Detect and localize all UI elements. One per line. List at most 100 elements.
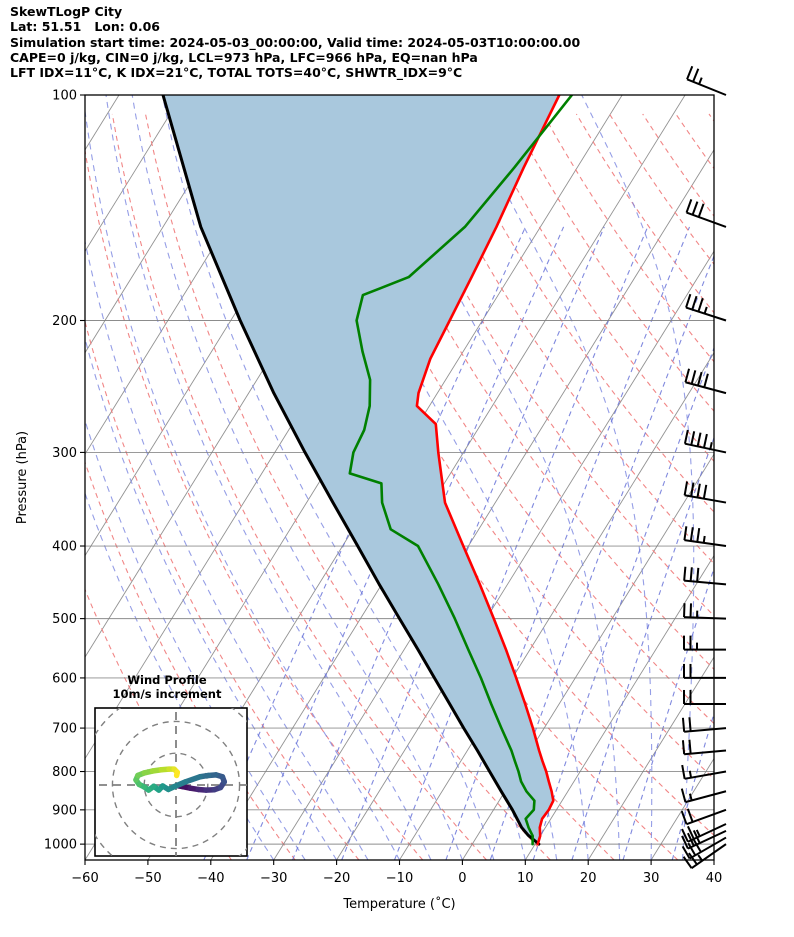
isotherm-line	[85, 95, 246, 354]
barb-full	[703, 433, 708, 448]
isotherm-line	[336, 250, 714, 860]
barb-full	[688, 852, 698, 866]
barb-full	[681, 717, 686, 732]
wind-barb	[683, 663, 726, 679]
x-tick-label: −40	[197, 871, 224, 886]
header-indices-2: LFT IDX=11°C, K IDX=21°C, TOTAL TOTS=40°…	[10, 65, 463, 81]
y-tick-label: 400	[52, 540, 77, 555]
dry-adiabat-line	[642, 113, 714, 218]
barb-shaft	[687, 829, 727, 850]
isotherm-line	[524, 554, 714, 860]
moist-adiabat-line	[85, 107, 400, 860]
moist-adiabat-line	[713, 853, 714, 860]
header-times: Simulation start time: 2024-05-03_00:00:…	[10, 34, 581, 50]
x-axis-label: Temperature (˚C)	[342, 896, 455, 912]
barb-full	[692, 68, 700, 83]
barb-shaft	[684, 494, 727, 504]
wind-barb	[680, 808, 727, 826]
wind-barb	[683, 566, 727, 586]
moist-adiabat-line	[296, 95, 589, 860]
barb-full	[691, 201, 699, 216]
barb-full	[682, 856, 693, 869]
barb-full	[683, 526, 688, 541]
barb-full	[685, 199, 693, 213]
dewpoint-line	[348, 95, 574, 846]
barb-full	[690, 431, 696, 446]
barb-full	[681, 835, 689, 850]
shaded-region	[163, 95, 560, 845]
dry-adiabat-line	[476, 113, 714, 463]
x-tick-label: 20	[580, 871, 597, 886]
isotherm-line	[462, 453, 714, 860]
dry-adiabat-line	[85, 147, 424, 860]
dry-adiabat-line	[609, 113, 714, 266]
wind-barb	[681, 717, 727, 733]
barb-full	[686, 808, 694, 823]
dry-adiabat-line	[542, 113, 714, 363]
temperature-line	[415, 95, 561, 846]
dry-adiabat-line	[85, 319, 360, 860]
wind-barb	[685, 199, 727, 228]
isotherm-line	[273, 148, 714, 860]
isotherm-line	[210, 95, 686, 860]
wind-barb	[681, 836, 727, 860]
barb-shaft	[687, 823, 727, 843]
header-indices-1: CAPE=0 j/kg, CIN=0 j/kg, LCL=973 hPa, LF…	[10, 49, 478, 65]
barb-full	[688, 739, 692, 754]
wind-barb	[683, 429, 727, 454]
figure-header: SkewTLogP City Lat: 51.51 Lon: 0.06 Simu…	[10, 4, 770, 80]
wind-barb-column	[680, 65, 727, 870]
y-tick-label: 700	[52, 722, 77, 737]
barb-full	[689, 567, 693, 582]
isotherm-line	[85, 95, 183, 253]
wind-barb	[683, 526, 727, 548]
x-tick-label: 40	[706, 871, 723, 886]
isotherm-line	[587, 656, 714, 860]
barb-full	[696, 527, 701, 543]
hodograph	[95, 708, 247, 856]
dry-adiabat-line	[211, 113, 679, 860]
barb-full	[702, 484, 708, 499]
dry-adiabat-line	[111, 113, 487, 860]
moist-adiabat-line	[777, 95, 794, 860]
moist-adiabat-line	[581, 95, 695, 860]
barb-full	[703, 373, 709, 388]
barb-half	[709, 442, 713, 450]
barb-half	[698, 77, 703, 85]
dry-adiabat-line	[775, 114, 794, 860]
barb-shaft	[689, 836, 727, 860]
header-location: Lat: 51.51 Lon: 0.06	[10, 19, 160, 35]
x-tick-label: −20	[323, 871, 350, 886]
wind-barb	[686, 65, 727, 96]
barb-full	[680, 810, 688, 825]
barb-full	[681, 845, 691, 860]
y-tick-label: 900	[52, 803, 77, 818]
y-tick-label: 300	[52, 446, 77, 461]
barb-full	[697, 371, 703, 386]
x-tick-label: −60	[71, 871, 98, 886]
barb-half	[695, 829, 701, 837]
y-tick-label: 800	[52, 765, 77, 780]
parcel-path-line	[161, 95, 541, 846]
dry-adiabat-line	[742, 114, 794, 860]
barb-shaft	[684, 770, 727, 780]
y-tick-label: 100	[52, 89, 77, 104]
barb-half	[703, 306, 708, 314]
barb-full	[688, 717, 692, 732]
wind-barb	[682, 843, 727, 870]
wind-barb	[681, 739, 727, 756]
barb-full	[683, 481, 689, 496]
x-tick-label: 0	[458, 871, 466, 886]
y-tick-label: 600	[52, 672, 77, 687]
barb-full	[696, 567, 700, 582]
wind-barb	[683, 603, 727, 620]
x-tick-label: −10	[386, 871, 413, 886]
barb-full	[689, 527, 694, 542]
wind-barb	[681, 764, 727, 780]
barb-full	[681, 740, 686, 755]
wind-barb	[681, 823, 727, 843]
x-tick-label: −50	[134, 871, 161, 886]
